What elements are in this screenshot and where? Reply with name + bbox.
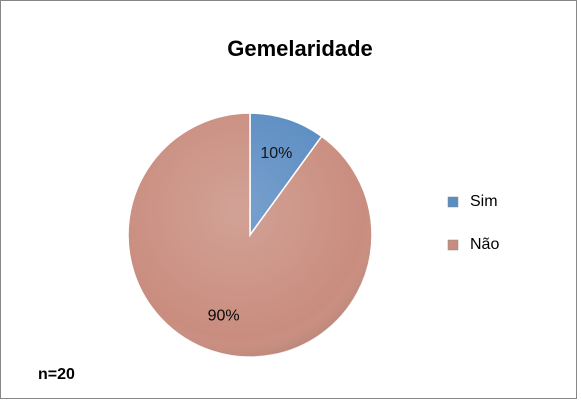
- chart-title: Gemelaridade: [227, 36, 373, 61]
- legend-label: Não: [470, 236, 499, 253]
- annotation: n=20: [38, 366, 75, 383]
- legend-swatch: [447, 239, 459, 251]
- legend-swatch: [447, 196, 459, 208]
- pie-slice: [127, 112, 373, 358]
- data-label: 10%: [260, 145, 292, 162]
- data-label: 90%: [208, 307, 240, 324]
- legend-label: Sim: [470, 193, 498, 210]
